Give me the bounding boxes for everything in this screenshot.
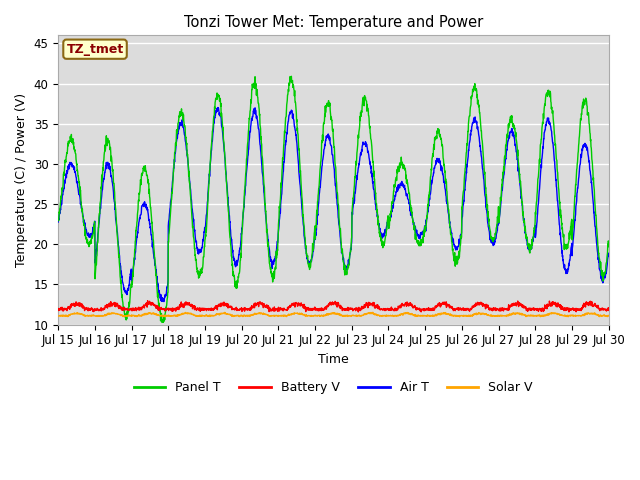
Air T [83, 227, 90, 233]
Battery V [589, 302, 597, 308]
Solar V [54, 313, 62, 319]
Air T [54, 219, 62, 225]
Panel T [589, 177, 597, 183]
Air T [323, 133, 330, 139]
Battery V [565, 309, 573, 315]
Panel T [287, 73, 295, 79]
Line: Panel T: Panel T [58, 76, 609, 322]
Solar V [221, 310, 228, 315]
Title: Tonzi Tower Met: Temperature and Power: Tonzi Tower Met: Temperature and Power [184, 15, 483, 30]
Battery V [54, 306, 62, 312]
Air T [488, 240, 496, 246]
Solar V [589, 311, 597, 316]
Line: Solar V: Solar V [58, 312, 609, 317]
Solar V [456, 314, 463, 320]
Air T [160, 299, 168, 304]
Solar V [83, 313, 90, 319]
Air T [589, 197, 596, 203]
Battery V [144, 298, 152, 303]
Text: TZ_tmet: TZ_tmet [67, 43, 124, 56]
Battery V [488, 305, 496, 311]
Battery V [323, 307, 330, 312]
Battery V [83, 306, 90, 312]
Solar V [308, 312, 316, 318]
Battery V [308, 306, 316, 312]
Solar V [589, 311, 596, 316]
Line: Battery V: Battery V [58, 300, 609, 312]
Solar V [605, 312, 612, 318]
Solar V [488, 313, 496, 319]
Battery V [605, 305, 612, 311]
Air T [308, 255, 316, 261]
Panel T [54, 216, 62, 221]
Panel T [83, 235, 90, 241]
Y-axis label: Temperature (C) / Power (V): Temperature (C) / Power (V) [15, 93, 28, 267]
Line: Air T: Air T [58, 108, 609, 301]
Legend: Panel T, Battery V, Air T, Solar V: Panel T, Battery V, Air T, Solar V [129, 376, 538, 399]
X-axis label: Time: Time [318, 353, 349, 366]
Panel T [589, 168, 596, 174]
Air T [214, 105, 221, 110]
Air T [589, 200, 597, 205]
Solar V [323, 312, 330, 318]
Panel T [488, 236, 496, 241]
Battery V [589, 304, 596, 310]
Panel T [323, 104, 330, 110]
Panel T [605, 242, 612, 248]
Panel T [308, 253, 316, 259]
Air T [605, 253, 612, 259]
Panel T [158, 319, 166, 325]
